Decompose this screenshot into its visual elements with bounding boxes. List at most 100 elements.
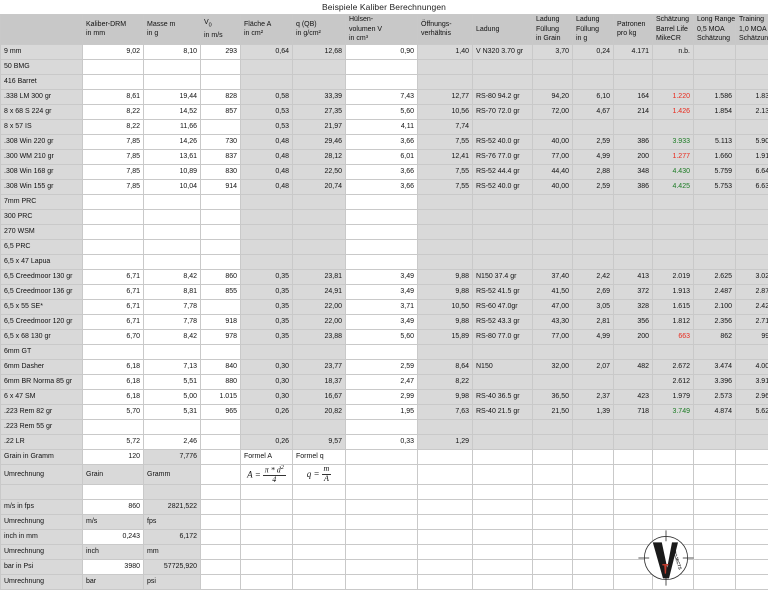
cell-oeffnung[interactable]: 1,40: [417, 43, 473, 60]
row-label[interactable]: .308 Win 220 gr: [0, 133, 83, 150]
cell-flaeche[interactable]: 0,48: [240, 148, 293, 165]
cell-oeffnung[interactable]: 9,88: [417, 268, 473, 285]
row-label[interactable]: 6,5 Creedmoor 130 gr: [0, 268, 83, 285]
conversion-label[interactable]: inch in mm: [0, 528, 83, 545]
cell-masse[interactable]: 7,13: [143, 358, 201, 375]
cell-q[interactable]: 12,68: [292, 43, 346, 60]
cell-huelsen[interactable]: 4,11: [345, 118, 418, 135]
cell-ladung[interactable]: RS-80 77.0 gr: [472, 328, 533, 345]
cell-oeffnung[interactable]: 10,56: [417, 103, 473, 120]
cell-masse[interactable]: 19,44: [143, 88, 201, 105]
cell-huelsen[interactable]: [345, 73, 418, 90]
cell-huelsen[interactable]: [345, 253, 418, 270]
cell-kaliber[interactable]: [82, 238, 144, 255]
cell-v0[interactable]: 828: [200, 88, 241, 105]
cell-q[interactable]: 29,46: [292, 133, 346, 150]
cell-fuellg[interactable]: [572, 373, 614, 390]
cell-fuellgrain[interactable]: [532, 418, 573, 435]
cell-fuellgrain[interactable]: 43,30: [532, 313, 573, 330]
cell-patronen[interactable]: [613, 433, 653, 450]
cell-patronen[interactable]: [613, 373, 653, 390]
row-label[interactable]: 7mm PRC: [0, 193, 83, 210]
cell-longrange[interactable]: 2.100: [693, 298, 736, 315]
cell-masse[interactable]: [143, 193, 201, 210]
cell-patronen[interactable]: [613, 193, 653, 210]
cell-flaeche[interactable]: 0,35: [240, 328, 293, 345]
row-label[interactable]: .338 LM 300 gr: [0, 88, 83, 105]
cell-kaliber[interactable]: [82, 343, 144, 360]
cell-flaeche[interactable]: 0,48: [240, 178, 293, 195]
cell-barrellife[interactable]: 2.612: [652, 373, 694, 390]
cell-ladung[interactable]: [472, 418, 533, 435]
cell-training[interactable]: [735, 58, 768, 75]
cell-training[interactable]: 3.918: [735, 373, 768, 390]
cell-kaliber[interactable]: 6,18: [82, 358, 144, 375]
cell-longrange[interactable]: 5.113: [693, 133, 736, 150]
cell-q[interactable]: 23,81: [292, 268, 346, 285]
cell-barrellife[interactable]: 1.426: [652, 103, 694, 120]
row-label[interactable]: .22 LR: [0, 433, 83, 450]
cell-kaliber[interactable]: 6,71: [82, 313, 144, 330]
cell-q[interactable]: [292, 343, 346, 360]
cell-longrange[interactable]: 1.854: [693, 103, 736, 120]
cell-longrange[interactable]: 2.573: [693, 388, 736, 405]
cell-huelsen[interactable]: 1,95: [345, 403, 418, 420]
cell-masse[interactable]: [143, 253, 201, 270]
cell-training[interactable]: 6.645: [735, 163, 768, 180]
cell-masse[interactable]: 2,46: [143, 433, 201, 450]
cell-masse[interactable]: 5,31: [143, 403, 201, 420]
cell-fuellgrain[interactable]: 32,00: [532, 358, 573, 375]
cell-training[interactable]: [735, 208, 768, 225]
cell-kaliber[interactable]: 6,18: [82, 373, 144, 390]
cell-fuellg[interactable]: 4,99: [572, 328, 614, 345]
cell-flaeche[interactable]: 0,53: [240, 118, 293, 135]
cell-huelsen[interactable]: 3,49: [345, 313, 418, 330]
row-label[interactable]: 6,5 Creedmoor 136 gr: [0, 283, 83, 300]
cell-oeffnung[interactable]: [417, 58, 473, 75]
cell-v0[interactable]: [200, 253, 241, 270]
conversion-value-1[interactable]: Grain: [82, 463, 144, 485]
cell-fuellg[interactable]: 2,59: [572, 178, 614, 195]
cell-oeffnung[interactable]: 1,29: [417, 433, 473, 450]
cell-flaeche[interactable]: 0,48: [240, 133, 293, 150]
cell-masse[interactable]: 10,04: [143, 178, 201, 195]
cell-v0[interactable]: 1.015: [200, 388, 241, 405]
cell-kaliber[interactable]: [82, 193, 144, 210]
cell-fuellg[interactable]: 6,10: [572, 88, 614, 105]
row-label[interactable]: 6,5 PRC: [0, 238, 83, 255]
cell-training[interactable]: [735, 118, 768, 135]
cell-barrellife[interactable]: [652, 193, 694, 210]
cell-fuellgrain[interactable]: [532, 58, 573, 75]
cell-huelsen[interactable]: [345, 58, 418, 75]
cell-q[interactable]: 20,74: [292, 178, 346, 195]
cell-longrange[interactable]: [693, 433, 736, 450]
cell-masse[interactable]: 8,42: [143, 268, 201, 285]
cell-v0[interactable]: [200, 298, 241, 315]
cell-q[interactable]: 24,91: [292, 283, 346, 300]
cell-longrange[interactable]: [693, 343, 736, 360]
cell-patronen[interactable]: [613, 208, 653, 225]
cell-flaeche[interactable]: 0,30: [240, 388, 293, 405]
cell-oeffnung[interactable]: 8,64: [417, 358, 473, 375]
cell-huelsen[interactable]: 3,66: [345, 133, 418, 150]
cell-kaliber[interactable]: 6,71: [82, 298, 144, 315]
cell-fuellg[interactable]: [572, 208, 614, 225]
cell-flaeche[interactable]: [240, 193, 293, 210]
cell-fuellgrain[interactable]: 41,50: [532, 283, 573, 300]
cell-oeffnung[interactable]: 10,50: [417, 298, 473, 315]
cell-fuellg[interactable]: 2,88: [572, 163, 614, 180]
cell-fuellg[interactable]: [572, 343, 614, 360]
cell-masse[interactable]: [143, 208, 201, 225]
cell-training[interactable]: 1.916: [735, 148, 768, 165]
cell-v0[interactable]: 830: [200, 163, 241, 180]
cell-masse[interactable]: 5,00: [143, 388, 201, 405]
cell-training[interactable]: [735, 43, 768, 60]
cell-huelsen[interactable]: 3,49: [345, 283, 418, 300]
conversion-value-2[interactable]: 2821,522: [143, 498, 201, 515]
cell-fuellg[interactable]: 2,59: [572, 133, 614, 150]
cell-fuellg[interactable]: [572, 253, 614, 270]
cell-patronen[interactable]: [613, 118, 653, 135]
cell-huelsen[interactable]: 0,33: [345, 433, 418, 450]
cell-huelsen[interactable]: [345, 343, 418, 360]
conversion-label[interactable]: Umrechnung: [0, 543, 83, 560]
